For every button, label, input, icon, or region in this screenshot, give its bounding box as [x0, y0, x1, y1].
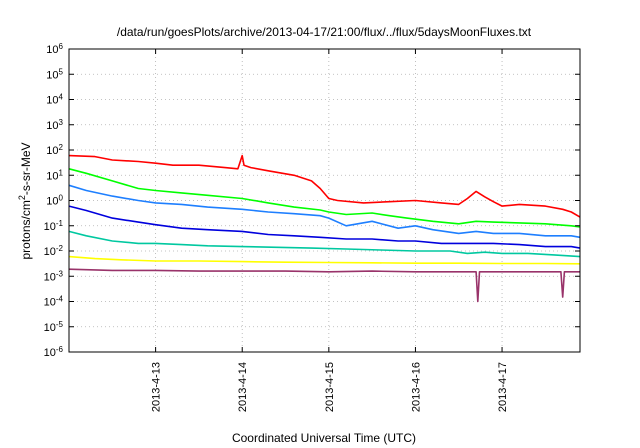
y-tick-base: 10 [44, 271, 56, 283]
y-label-suffix: -s-sr-MeV [19, 142, 33, 195]
chart-title: /data/run/goesPlots/archive/2013-04-17/2… [117, 25, 532, 39]
y-tick-label: 106 [46, 42, 63, 57]
y-tick-label: 10-6 [44, 345, 64, 360]
series-line-2 [68, 168, 581, 228]
y-tick-label: 10-2 [44, 244, 64, 259]
y-tick-exponent: -4 [56, 294, 64, 303]
y-tick-exponent: -2 [56, 244, 64, 253]
x-axis-ticks: 2013-4-13 2013-4-14 2013-4-15 2013-4-16 2013… [151, 49, 509, 412]
y-tick-exponent: -6 [56, 345, 64, 354]
x-tick-label: 2013-4-13 [151, 362, 163, 412]
y-tick-exponent: -3 [56, 269, 64, 278]
y-tick-exponent: -5 [56, 319, 64, 328]
y-tick-exponent: 0 [59, 193, 64, 202]
y-tick-base: 10 [46, 95, 58, 107]
y-tick-label: 105 [46, 67, 63, 82]
y-tick-base: 10 [46, 170, 58, 182]
y-tick-base: 10 [46, 145, 58, 157]
series-group [68, 154, 581, 303]
y-tick-label: 10-5 [44, 319, 64, 334]
y-tick-label: 104 [46, 92, 63, 107]
y-tick-exponent: 3 [59, 117, 64, 126]
y-tick-label: 10-4 [44, 294, 64, 309]
y-tick-label: 10-3 [44, 269, 64, 284]
series-line-7 [68, 268, 580, 303]
y-tick-base: 10 [46, 44, 58, 56]
x-tick-label: 2013-4-16 [410, 362, 422, 412]
y-tick-label: 100 [46, 193, 63, 208]
y-tick-label: 102 [46, 143, 63, 158]
x-axis-label: Coordinated Universal Time (UTC) [232, 431, 416, 445]
y-tick-base: 10 [46, 120, 58, 132]
y-label-sup: 2 [17, 195, 27, 200]
y-axis-ticks: 10-610-510-410-310-210-11001011021031041… [44, 42, 580, 360]
y-tick-base: 10 [46, 69, 58, 81]
grid [69, 49, 580, 352]
y-tick-base: 10 [44, 347, 56, 359]
y-tick-exponent: 4 [59, 92, 64, 101]
y-tick-label: 103 [46, 117, 63, 132]
y-tick-exponent: 5 [59, 67, 64, 76]
y-tick-base: 10 [44, 246, 56, 258]
series-line-3 [68, 184, 581, 239]
y-tick-exponent: 2 [59, 143, 64, 152]
series-line-6 [68, 255, 581, 265]
y-label-prefix: protons/cm [19, 200, 33, 259]
y-tick-label: 10-1 [44, 218, 64, 233]
y-axis-label: protons/cm2-s-sr-MeV [17, 142, 33, 259]
y-tick-base: 10 [44, 322, 56, 334]
y-tick-base: 10 [44, 297, 56, 309]
y-tick-exponent: -1 [56, 218, 64, 227]
series-line-1 [68, 154, 581, 218]
x-tick-label: 2013-4-14 [237, 362, 249, 412]
y-tick-base: 10 [44, 221, 56, 233]
series-line-4 [68, 205, 581, 249]
y-tick-exponent: 6 [59, 42, 64, 51]
series-line-5 [68, 230, 581, 258]
y-tick-base: 10 [46, 196, 58, 208]
y-tick-label: 101 [46, 168, 63, 183]
x-tick-label: 2013-4-17 [497, 362, 509, 412]
y-tick-exponent: 1 [59, 168, 64, 177]
x-tick-label: 2013-4-15 [324, 362, 336, 412]
